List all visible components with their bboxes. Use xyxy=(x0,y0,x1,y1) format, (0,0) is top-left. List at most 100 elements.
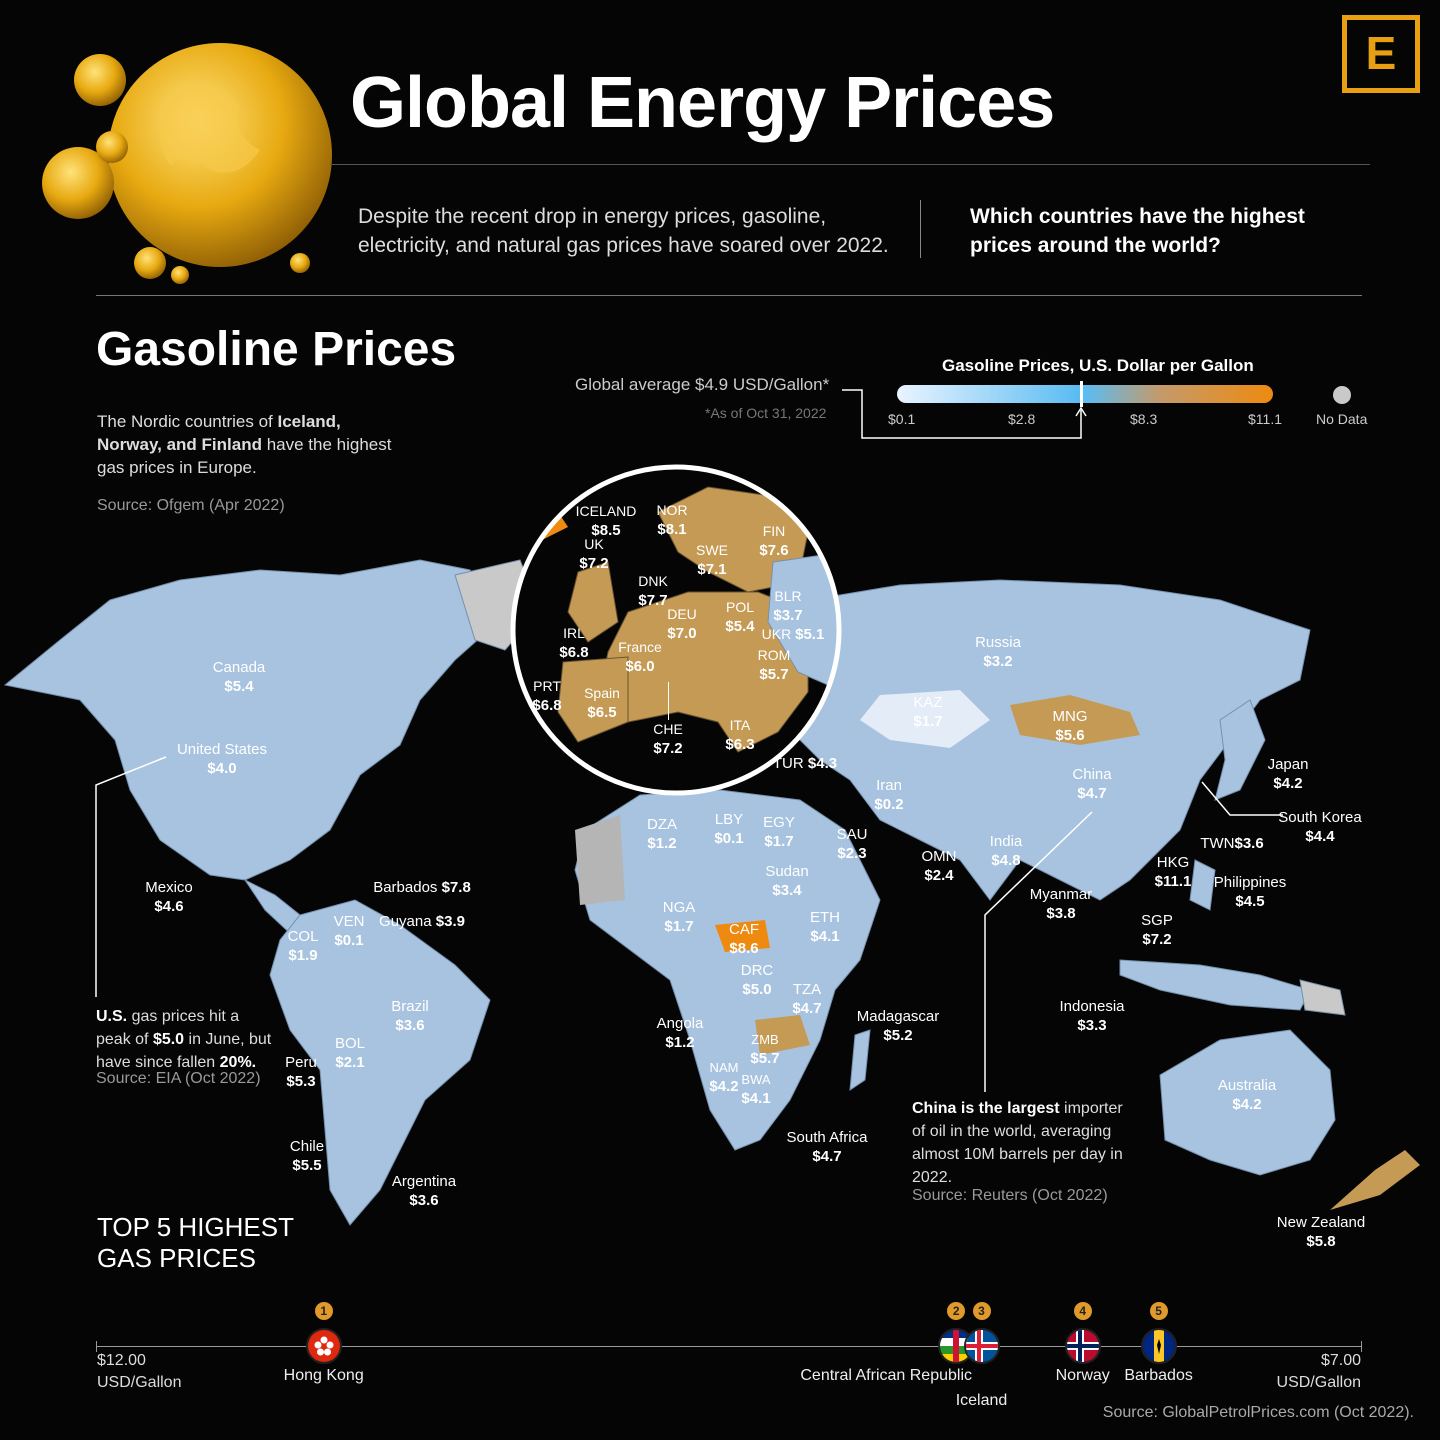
top5-title: TOP 5 HIGHEST GAS PRICES xyxy=(97,1212,294,1273)
country-label: BOL $2.1 xyxy=(334,1035,366,1071)
axis-tick xyxy=(96,1341,97,1352)
section-title: Gasoline Prices xyxy=(96,323,457,376)
country-label: ICELAND $8.5 xyxy=(575,503,637,539)
top5-country-name: Hong Kong xyxy=(283,1367,364,1384)
country-label: ITA $6.3 xyxy=(725,717,755,753)
country-label: Australia $4.2 xyxy=(1217,1077,1277,1113)
country-label: Iran $0.2 xyxy=(874,777,904,813)
average-connector xyxy=(842,389,1087,439)
country-label: Indonesia $3.3 xyxy=(1059,998,1125,1034)
papua-shape xyxy=(1299,979,1346,1016)
hk-flag-icon xyxy=(305,1328,342,1364)
western-sahara-shape xyxy=(575,815,625,905)
country-label: China $4.7 xyxy=(1072,766,1112,802)
country-label: TUR $4.3 xyxy=(772,755,838,772)
country-label: Peru $5.3 xyxy=(285,1054,317,1090)
brand-logo: E xyxy=(1342,15,1420,93)
us-leader-line xyxy=(95,756,167,997)
country-label: NOR $8.1 xyxy=(656,502,688,538)
rank-badge: 5 xyxy=(1149,1302,1168,1320)
country-label: DRC $5.0 xyxy=(740,962,774,998)
new-zealand-shape xyxy=(1330,1150,1420,1210)
country-label: VEN $0.1 xyxy=(333,913,365,949)
country-label: FIN $7.6 xyxy=(759,523,789,559)
country-label: LBY $0.1 xyxy=(714,811,744,847)
axis-tick xyxy=(1361,1341,1362,1352)
no-data-label: No Data xyxy=(1316,411,1368,427)
rank-badge: 2 xyxy=(947,1302,966,1320)
country-label: TZA $4.7 xyxy=(792,981,822,1017)
japan-shape xyxy=(1214,699,1266,801)
leader-line xyxy=(668,682,669,720)
global-average: Global average $4.9 USD/Gallon* xyxy=(575,375,830,394)
country-label: EGY $1.7 xyxy=(763,814,795,850)
country-label: India $4.8 xyxy=(989,833,1023,869)
country-label: SWE $7.1 xyxy=(696,542,728,578)
country-label: Sudan $3.4 xyxy=(765,863,809,899)
top5-country-name: Iceland xyxy=(955,1392,1008,1409)
legend-tick: $0.1 xyxy=(888,411,916,427)
nordic-note: The Nordic countries of Iceland, Norway,… xyxy=(97,412,392,477)
south-america-shape xyxy=(269,899,491,1226)
country-label: New Zealand $5.8 xyxy=(1276,1214,1366,1250)
average-marker xyxy=(1080,381,1083,407)
country-label: HKG $11.1 xyxy=(1154,854,1192,890)
country-label: Angola $1.2 xyxy=(656,1015,704,1051)
norway-flag-icon xyxy=(1064,1328,1101,1364)
rank-badge: 4 xyxy=(1073,1302,1092,1320)
country-label: POL $5.4 xyxy=(725,599,755,635)
legend-tick: $11.1 xyxy=(1248,411,1282,427)
south-korea-leader-line xyxy=(1201,781,1283,816)
country-label: TWN$3.6 xyxy=(1200,835,1264,852)
country-label: SAU $2.3 xyxy=(836,826,868,862)
divider xyxy=(920,200,921,258)
page-title: Global Energy Prices xyxy=(350,63,1055,143)
as-of-date: *As of Oct 31, 2022 xyxy=(705,405,827,421)
country-label: Chile $5.5 xyxy=(289,1138,325,1174)
madagascar-shape xyxy=(849,1029,871,1091)
country-label: Spain $6.5 xyxy=(584,685,620,721)
divider xyxy=(330,164,1370,165)
country-label: United States $4.0 xyxy=(176,741,268,777)
legend-tick: $8.3 xyxy=(1130,411,1158,427)
legend-title: Gasoline Prices, U.S. Dollar per Gallon xyxy=(942,356,1254,375)
africa-shape xyxy=(574,789,881,1151)
country-label: Madagascar $5.2 xyxy=(856,1008,940,1044)
country-label: ROM $5.7 xyxy=(757,647,791,683)
country-label: NAM $4.2 xyxy=(709,1060,739,1095)
country-label: ETH $4.1 xyxy=(810,909,840,945)
country-label: UK $7.2 xyxy=(579,536,609,572)
china-annotation: China is the largest importer of oil in … xyxy=(912,1100,1123,1186)
country-label: Brazil $3.6 xyxy=(391,998,429,1034)
country-label: Philippines $4.5 xyxy=(1213,874,1287,910)
country-label: KAZ $1.7 xyxy=(913,694,943,730)
legend-gradient-bar xyxy=(897,385,1273,403)
no-data-swatch xyxy=(1333,386,1351,404)
world-map xyxy=(3,559,1420,1226)
kazakhstan-shape xyxy=(860,690,990,748)
country-label: Barbados $7.8 xyxy=(373,879,471,896)
uk-shape xyxy=(567,561,619,643)
rank-badge: 1 xyxy=(314,1302,333,1320)
country-label: France $6.0 xyxy=(618,639,662,675)
country-label: CAF $8.6 xyxy=(729,921,759,957)
country-label: NGA $1.7 xyxy=(662,899,696,935)
axis-left-label: $12.00 USD/Gallon xyxy=(97,1352,182,1391)
country-label: Japan $4.2 xyxy=(1267,756,1309,792)
country-label: Argentina $3.6 xyxy=(391,1173,457,1209)
country-label: Myanmar $3.8 xyxy=(1029,886,1093,922)
us-annotation: U.S. gas prices hit a peak of $5.0 in Ju… xyxy=(96,1008,272,1071)
rank-badge: 3 xyxy=(972,1302,991,1320)
zambia-shape xyxy=(755,1015,810,1055)
country-label: Canada $5.4 xyxy=(212,659,266,695)
axis-right-label: $7.00 USD/Gallon xyxy=(1276,1352,1361,1391)
country-label: South Korea $4.4 xyxy=(1278,809,1362,845)
china-leader-line xyxy=(984,811,1093,1092)
country-label: Mexico $4.6 xyxy=(145,879,193,915)
mongolia-shape xyxy=(1010,695,1140,745)
country-label: Russia $3.2 xyxy=(975,634,1021,670)
country-label: DZA $1.2 xyxy=(647,816,677,852)
country-label: BWA $4.1 xyxy=(741,1072,771,1107)
top5-country-name: Central African Republic xyxy=(800,1367,973,1384)
country-label: OMN $2.4 xyxy=(921,848,957,884)
